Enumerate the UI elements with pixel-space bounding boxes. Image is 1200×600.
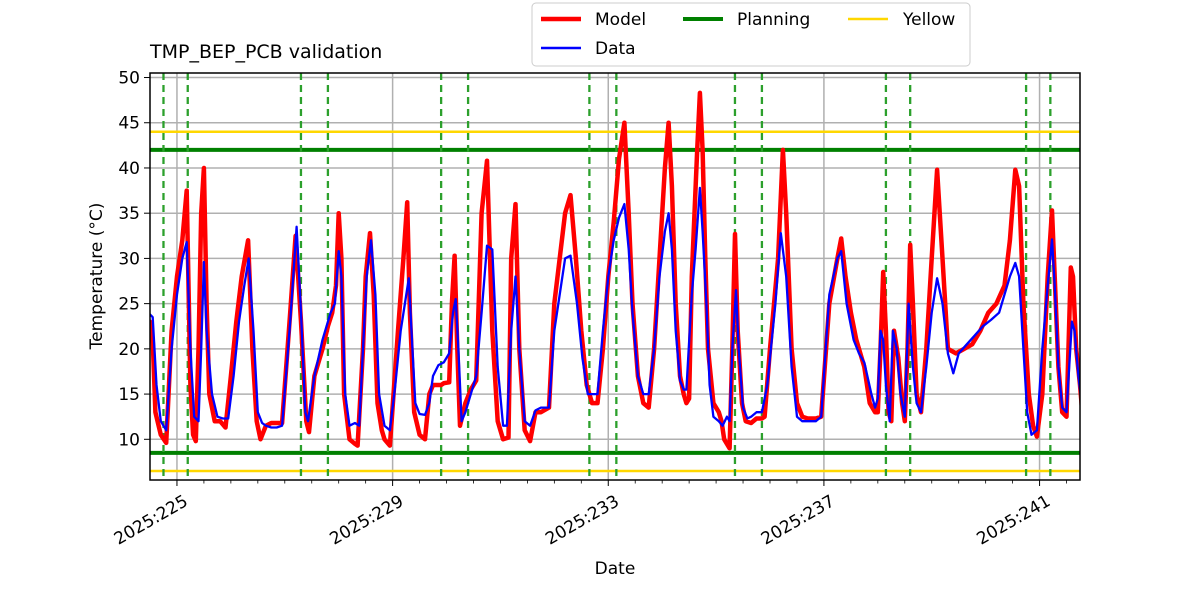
series-model-line	[150, 90, 1080, 451]
x-axis-label: Date	[595, 559, 636, 579]
x-tick-label: 2025:233	[542, 491, 623, 549]
legend-label-yellow: Yellow	[902, 10, 955, 30]
chart-title: TMP_BEP_PCB validation	[149, 41, 382, 63]
y-tick-label: 25	[118, 295, 140, 315]
y-tick-label: 15	[118, 385, 140, 405]
x-tick-label: 2025:229	[327, 491, 408, 549]
x-tick-label: 2025:225	[111, 491, 192, 549]
y-tick-label: 45	[118, 114, 140, 134]
y-tick-label: 35	[118, 204, 140, 224]
y-tick-label: 40	[118, 159, 140, 179]
legend: Model Data Planning Yellow	[531, 2, 971, 67]
threshold-lines	[150, 130, 1080, 473]
plot-frame	[149, 72, 1081, 481]
plot-area	[150, 73, 1080, 480]
y-tick-label: 20	[118, 340, 140, 360]
x-tick-label: 2025:241	[974, 491, 1055, 549]
y-tick-label: 50	[118, 69, 140, 89]
legend-label-planning: Planning	[737, 10, 810, 30]
series-lines	[150, 90, 1080, 451]
x-tick-label: 2025:237	[758, 491, 839, 549]
y-tick-label: 30	[118, 249, 140, 269]
y-axis-label: Temperature (°C)	[87, 203, 107, 351]
legend-label-model: Model	[595, 10, 646, 30]
plot-background	[150, 73, 1080, 480]
legend-label-data: Data	[595, 39, 636, 59]
y-tick-label: 10	[118, 430, 140, 450]
series-data-line	[150, 186, 1080, 436]
